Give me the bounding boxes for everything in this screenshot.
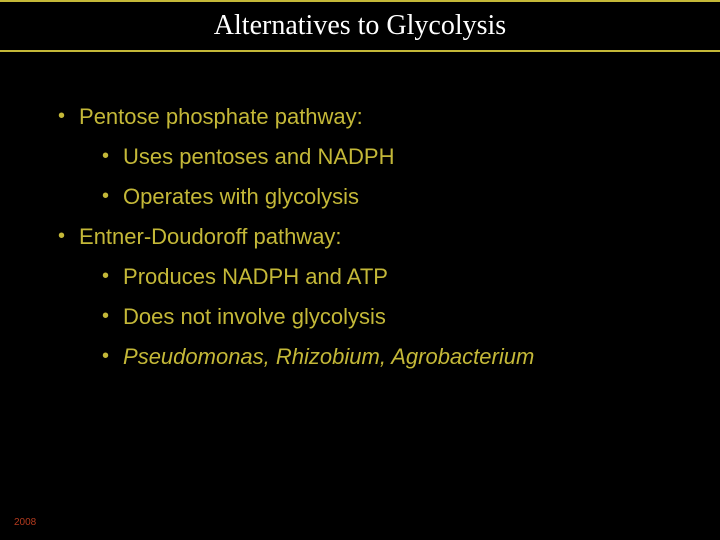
list-item: • Operates with glycolysis xyxy=(102,182,680,212)
bullet-marker: • xyxy=(102,342,109,370)
list-item: • Does not involve glycolysis xyxy=(102,302,680,332)
bullet-text: Entner-Doudoroff pathway: xyxy=(79,222,342,252)
slide-title: Alternatives to Glycolysis xyxy=(214,10,506,41)
bullet-text: Pentose phosphate pathway: xyxy=(79,102,363,132)
bullet-marker: • xyxy=(102,182,109,210)
list-item: • Pseudomonas, Rhizobium, Agrobacterium xyxy=(102,342,680,372)
bullet-marker: • xyxy=(102,262,109,290)
list-item: • Produces NADPH and ATP xyxy=(102,262,680,292)
bullet-marker: • xyxy=(58,222,65,250)
bullet-text: Uses pentoses and NADPH xyxy=(123,142,394,172)
list-item: • Entner-Doudoroff pathway: xyxy=(58,222,680,252)
list-item: • Uses pentoses and NADPH xyxy=(102,142,680,172)
bullet-text: Produces NADPH and ATP xyxy=(123,262,388,292)
list-item: • Pentose phosphate pathway: xyxy=(58,102,680,132)
title-bar: Alternatives to Glycolysis xyxy=(0,0,720,52)
slide-content: • Pentose phosphate pathway: • Uses pent… xyxy=(0,52,720,372)
bullet-text: Pseudomonas, Rhizobium, Agrobacterium xyxy=(123,342,534,372)
bullet-text: Does not involve glycolysis xyxy=(123,302,386,332)
bullet-text: Operates with glycolysis xyxy=(123,182,359,212)
bullet-marker: • xyxy=(58,102,65,130)
bullet-marker: • xyxy=(102,142,109,170)
bullet-marker: • xyxy=(102,302,109,330)
footer-year: 2008 xyxy=(14,517,36,528)
